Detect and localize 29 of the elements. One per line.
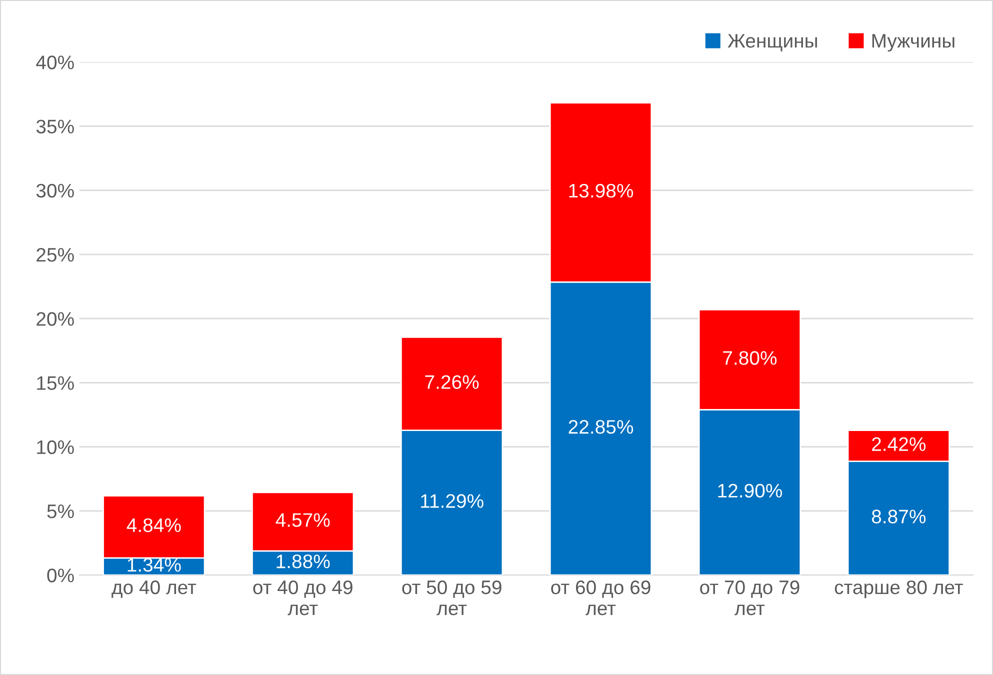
y-tick-label: 5% [47, 504, 74, 518]
data-label: 13.98% [569, 184, 634, 198]
x-tick-label: старше 80 лет [834, 580, 963, 598]
data-label: 1.88% [276, 554, 330, 568]
x-tick-label: от 70 до 79 лет [700, 580, 800, 616]
data-label: 11.29% [421, 494, 484, 508]
legend-label: Женщины [728, 34, 817, 52]
data-label: 2.42% [872, 437, 926, 451]
y-tick-label: 0% [47, 568, 74, 582]
data-label: 4.84% [126, 518, 181, 532]
data-label: 1.34% [128, 558, 181, 572]
y-tick-label: 30% [36, 184, 74, 198]
data-label: 8.87% [872, 510, 926, 524]
x-tick-label: до 40 лет [112, 580, 196, 598]
y-tick-label: 35% [36, 120, 74, 134]
data-label: 7.80% [723, 351, 777, 365]
y-tick-label: 20% [36, 312, 74, 326]
data-label: 4.57% [276, 513, 330, 527]
data-label: 22.85% [568, 420, 634, 434]
x-tick-label: от 50 до 59 лет [402, 580, 502, 616]
x-tick-label: от 60 до 69 лет [551, 580, 650, 616]
legend-label: Мужчины [872, 34, 954, 52]
x-tick-label: от 40 до 49 лет [253, 580, 352, 616]
data-label: 12.90% [718, 484, 782, 498]
y-tick-label: 40% [36, 56, 74, 70]
y-tick-label: 25% [36, 248, 74, 262]
y-tick-label: 15% [37, 376, 74, 390]
data-label: 7.26% [425, 375, 479, 389]
y-tick-label: 10% [37, 440, 74, 454]
